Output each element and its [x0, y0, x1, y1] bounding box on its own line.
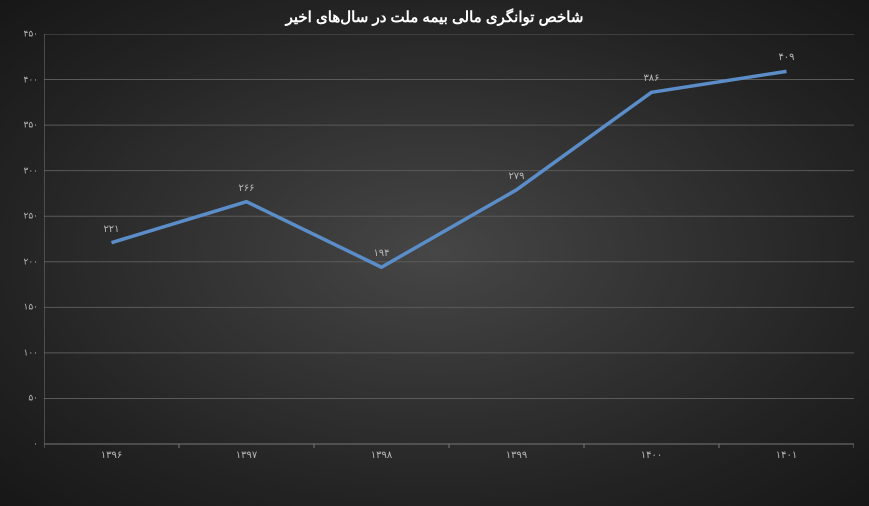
x-tick-label: ۱۴۰۱	[776, 450, 797, 461]
y-tick-label: ۴۰۰	[23, 74, 38, 85]
data-label: ۲۷۹	[508, 171, 524, 182]
y-tick-label: ۲۵۰	[23, 211, 38, 222]
y-tick-label: ۴۵۰	[23, 29, 38, 40]
plot-area: ۰۵۰۱۰۰۱۵۰۲۰۰۲۵۰۳۰۰۳۵۰۴۰۰۴۵۰۱۳۹۶۱۳۹۷۱۳۹۸۱…	[44, 34, 854, 464]
x-tick-label: ۱۳۹۸	[371, 450, 392, 461]
data-label: ۲۶۶	[238, 183, 254, 194]
y-tick-label: ۰	[33, 439, 38, 450]
data-label: ۳۸۶	[643, 73, 659, 84]
series-line	[112, 71, 787, 267]
chart-svg	[44, 34, 854, 464]
x-tick-label: ۱۴۰۰	[641, 450, 662, 461]
data-label: ۴۰۹	[778, 52, 794, 63]
x-tick-label: ۱۳۹۹	[506, 450, 527, 461]
y-tick-label: ۳۵۰	[23, 120, 38, 131]
data-label: ۲۲۱	[103, 224, 119, 235]
x-tick-label: ۱۳۹۶	[101, 450, 122, 461]
chart-title: شاخص توانگری مالی بیمه ملت در سال‌های اخ…	[0, 8, 869, 26]
y-tick-label: ۱۰۰	[23, 347, 38, 358]
x-tick-label: ۱۳۹۷	[236, 450, 257, 461]
data-label: ۱۹۴	[373, 248, 389, 259]
y-tick-label: ۵۰	[28, 393, 38, 404]
y-tick-label: ۲۰۰	[23, 256, 38, 267]
y-tick-label: ۱۵۰	[23, 302, 38, 313]
y-tick-label: ۳۰۰	[23, 165, 38, 176]
